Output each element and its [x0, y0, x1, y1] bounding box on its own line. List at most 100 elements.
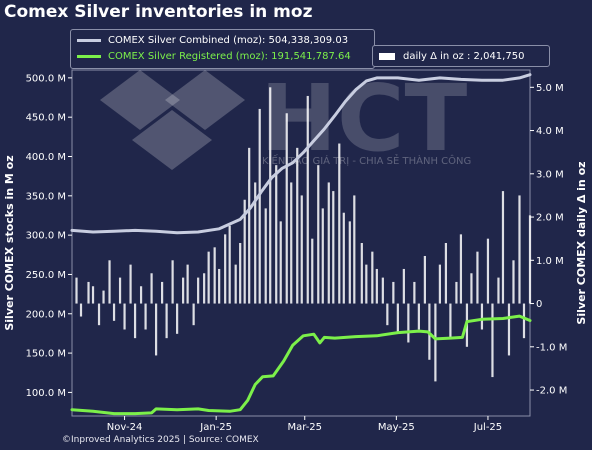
legend-label-combined: COMEX Silver Combined (moz): 504,338,309…: [108, 34, 349, 46]
daily-delta-bar-27: [218, 268, 221, 304]
y-right-tick-label-5: 3.0 M: [536, 169, 564, 180]
daily-delta-bar-84: [518, 195, 521, 304]
daily-delta-bar-25: [207, 251, 210, 304]
daily-delta-bar-3: [91, 286, 95, 304]
daily-delta-bar-71: [449, 303, 452, 339]
y-left-tick-label-7: 450.0 M: [26, 113, 66, 124]
daily-delta-bar-28: [224, 234, 227, 304]
watermark-diamond-left: [100, 70, 180, 130]
daily-delta-bar-17: [165, 303, 168, 339]
y-left-tick-label-5: 350.0 M: [26, 191, 66, 202]
daily-delta-bar-23: [197, 277, 200, 304]
legend-label-registered: COMEX Silver Registered (moz): 191,541,7…: [108, 50, 351, 62]
legend-item-combined: COMEX Silver Combined (moz): 504,338,309…: [77, 32, 368, 48]
daily-delta-bar-21: [186, 264, 189, 304]
y-right-tick-label-2: 0: [536, 299, 542, 310]
y-left-tick-label-4: 300.0 M: [26, 231, 66, 242]
daily-delta-bar-29: [228, 225, 231, 304]
daily-delta-bar-54: [360, 243, 363, 304]
x-tick-label-1: Jan-25: [199, 422, 232, 433]
daily-delta-bar-32: [243, 199, 246, 304]
daily-delta-bar-64: [413, 281, 416, 304]
chart-footer: ©Inproved Analytics 2025 | Source: COMEX: [62, 435, 259, 445]
y-right-tick-label-6: 4.0 M: [536, 126, 564, 137]
daily-delta-bar-68: [434, 303, 437, 382]
daily-delta-bar-19: [176, 303, 179, 334]
daily-delta-bar-44: [306, 95, 309, 304]
daily-delta-bar-73: [459, 234, 463, 304]
daily-delta-bar-83: [512, 260, 515, 304]
daily-delta-bar-81: [501, 191, 505, 304]
daily-delta-bar-36: [264, 208, 267, 304]
daily-delta-bar-7: [112, 303, 116, 321]
daily-delta-bar-49: [332, 191, 335, 304]
daily-delta-bar-65: [417, 303, 420, 330]
x-tick-label-0: Nov-24: [107, 422, 143, 433]
x-tick-label-4: Jul-25: [473, 422, 502, 433]
legend-swatch-registered: [77, 54, 101, 58]
daily-delta-bar-85: [522, 303, 526, 339]
y-right-tick-label-1: -1.0 M: [536, 342, 567, 353]
daily-delta-bar-53: [353, 195, 356, 304]
daily-delta-bar-9: [123, 303, 126, 330]
daily-delta-bar-76: [476, 251, 479, 304]
daily-delta-bar-43: [300, 195, 303, 304]
x-tick-label-2: Mar-25: [287, 422, 322, 433]
daily-delta-bar-79: [491, 303, 494, 378]
daily-delta-bar-66: [423, 255, 426, 304]
daily-delta-bar-18: [171, 260, 174, 304]
daily-delta-bar-40: [285, 113, 288, 304]
combined-line: [70, 73, 532, 235]
daily-delta-bar-10: [129, 264, 132, 304]
y-right-tick-label-7: 5.0 M: [536, 83, 564, 94]
daily-delta-bar-42: [296, 147, 299, 304]
daily-delta-bar-75: [470, 273, 473, 304]
daily-delta-bar-63: [407, 303, 410, 343]
daily-delta-bar-60: [392, 281, 395, 304]
daily-delta-bar-47: [321, 208, 324, 304]
daily-delta-bar-41: [290, 182, 293, 304]
daily-delta-bar-72: [455, 281, 458, 304]
daily-delta-bar-58: [381, 277, 384, 304]
daily-delta-bar-1: [79, 303, 83, 317]
daily-delta-bar-20: [182, 277, 185, 304]
y-left-tick-label-2: 200.0 M: [26, 309, 66, 320]
daily-delta-bar-80: [497, 277, 500, 304]
daily-delta-bar-15: [154, 303, 158, 356]
watermark-tagline: KIẾN TẠO GIÁ TRỊ - CHIA SẺ THÀNH CÔNG: [262, 153, 471, 167]
y-right-axis-label: Silver COMEX daily Δ in oz: [575, 161, 588, 324]
y-left-tick-label-6: 400.0 M: [26, 152, 66, 163]
daily-delta-bar-34: [254, 182, 257, 304]
axes: 100.0 M 150.0 M 200.0 M 250.0 M 300.0 M 350.0…: [3, 73, 588, 433]
y-right-tick-label-0: -2.0 M: [536, 386, 567, 397]
daily-delta-bar-2: [87, 281, 90, 304]
daily-delta-bar-5: [102, 290, 105, 304]
daily-delta-bar-4: [97, 303, 101, 326]
x-tick-label-3: May-25: [378, 422, 415, 433]
daily-delta-bar-33: [248, 147, 251, 304]
daily-delta-bar-13: [144, 303, 147, 330]
daily-delta-bar-35: [258, 108, 261, 304]
daily-delta-bar-55: [365, 264, 368, 304]
daily-delta-bar-16: [160, 281, 164, 304]
y-left-tick-label-0: 100.0 M: [26, 388, 66, 399]
daily-delta-bar-37: [269, 87, 272, 304]
daily-delta-bar-46: [317, 165, 320, 304]
chart-title: Comex Silver inventories in moz: [4, 2, 313, 22]
daily-delta-bar-26: [213, 247, 216, 304]
y-right-tick-label-3: 1.0 M: [536, 256, 564, 267]
daily-delta-bar-31: [239, 243, 242, 304]
watermark-diamond-bottom: [132, 110, 212, 170]
legend-item-registered: COMEX Silver Registered (moz): 191,541,7…: [77, 48, 368, 64]
daily-delta-bar-8: [118, 277, 122, 304]
legend-label-daily: daily Δ in oz : 2,041,750: [403, 50, 525, 62]
daily-delta-bar-69: [438, 264, 442, 304]
legend-daily: daily Δ in oz : 2,041,750: [372, 45, 550, 67]
daily-delta-bar-30: [234, 264, 237, 304]
y-left-tick-label-3: 250.0 M: [26, 270, 66, 281]
daily-delta-bar-45: [311, 238, 314, 304]
watermark-logo: HCT KIẾN TẠO GIÁ TRỊ - CHIA SẺ THÀNH CÔN…: [100, 65, 471, 172]
daily-delta-bar-52: [348, 221, 351, 304]
daily-delta-bar-78: [486, 238, 490, 304]
